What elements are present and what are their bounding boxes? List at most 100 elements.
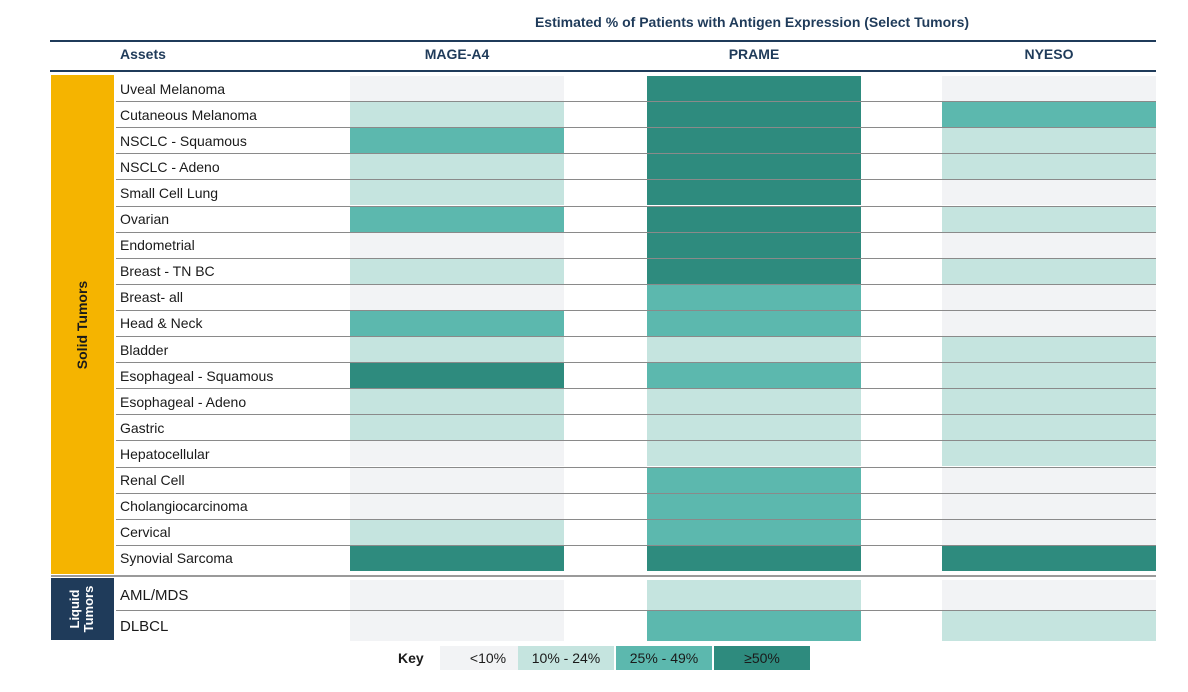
heatmap-cell [647, 310, 861, 336]
heatmap-cell [942, 258, 1156, 284]
heatmap-cell [647, 467, 861, 493]
row-label: Bladder [120, 341, 169, 358]
column-header-prame: PRAME [728, 46, 780, 62]
row-label: Esophageal - Squamous [120, 367, 274, 384]
heatmap-cell [350, 580, 564, 610]
key-item-25-49: 25% - 49% [616, 646, 712, 670]
solid-tumors-band [51, 75, 114, 574]
heatmap-cell [350, 441, 564, 467]
row-label: Cholangiocarcinoma [120, 498, 248, 515]
heatmap-cell [350, 102, 564, 128]
heatmap-cell [647, 154, 861, 180]
heatmap-cell [647, 180, 861, 206]
row-separator [116, 492, 1156, 494]
heatmap-cell [647, 337, 861, 363]
heatmap-cell [647, 258, 861, 284]
heatmap-cell [647, 76, 861, 102]
row-separator [116, 283, 1156, 285]
row-separator [116, 205, 1156, 207]
heatmap-cell [942, 545, 1156, 571]
heatmap-cell [350, 310, 564, 336]
heatmap-cell [647, 284, 861, 310]
heatmap-cell [647, 519, 861, 545]
row-separator [116, 127, 1156, 129]
heatmap-cell [350, 128, 564, 154]
row-label: Cutaneous Melanoma [120, 106, 257, 123]
heatmap-cell [647, 206, 861, 232]
heatmap-cell [942, 206, 1156, 232]
key-title: Key [398, 650, 424, 666]
heatmap-cell [942, 154, 1156, 180]
heatmap-cell [942, 493, 1156, 519]
heatmap-cell [647, 389, 861, 415]
heatmap-cell [350, 545, 564, 571]
row-separator [116, 257, 1156, 259]
row-label: Esophageal - Adeno [120, 393, 247, 410]
heatmap-cell [942, 611, 1156, 641]
heatmap-cell [350, 493, 564, 519]
row-separator [116, 466, 1156, 468]
heatmap-cell [942, 363, 1156, 389]
heatmap-cell [647, 441, 861, 467]
row-separator [116, 101, 1156, 103]
row-label: Uveal Melanoma [120, 80, 226, 97]
heatmap-cell [942, 519, 1156, 545]
row-label: Renal Cell [120, 472, 185, 489]
column-header-mage-a4: MAGE-A4 [424, 46, 490, 62]
heatmap-cell [350, 76, 564, 102]
row-separator [116, 336, 1156, 337]
key-item-10-24: 10% - 24% [518, 646, 614, 670]
row-separator [116, 362, 1156, 364]
heatmap-cell [647, 493, 861, 519]
heatmap-cell [350, 232, 564, 258]
heatmap-cell [942, 389, 1156, 415]
row-separator [116, 179, 1156, 181]
heatmap-cell [942, 467, 1156, 493]
row-separator [116, 231, 1156, 233]
heatmap-cell [942, 102, 1156, 128]
header-bottom-rule [50, 70, 1156, 72]
liquid-tumors-band [51, 578, 114, 640]
heatmap-cell [647, 545, 861, 571]
heatmap-cell [647, 363, 861, 389]
heatmap-cell [647, 232, 861, 258]
heatmap-cell [942, 415, 1156, 441]
header-top-rule [50, 40, 1156, 42]
heatmap-cell [942, 76, 1156, 102]
chart-title: Estimated % of Patients with Antigen Exp… [534, 14, 970, 30]
heatmap-cell [350, 206, 564, 232]
heatmap-cell [350, 180, 564, 206]
heatmap-cell [350, 258, 564, 284]
row-label: Cervical [120, 524, 171, 541]
row-separator [116, 440, 1156, 442]
row-separator [116, 309, 1156, 311]
heatmap-cell [647, 102, 861, 128]
row-separator [116, 544, 1156, 546]
column-header-nyeso: NYESO [1024, 46, 1074, 62]
row-separator [116, 610, 1156, 611]
heatmap-cell [350, 611, 564, 641]
row-label: Breast - TN BC [120, 263, 215, 280]
heatmap-cell [942, 441, 1156, 467]
heatmap-cell [942, 180, 1156, 206]
key-item-ge50: ≥50% [714, 646, 810, 670]
row-label: DLBCL [120, 618, 169, 635]
row-label: Head & Neck [120, 315, 203, 332]
heatmap-cell [942, 337, 1156, 363]
heatmap-cell [350, 467, 564, 493]
row-separator [116, 153, 1156, 155]
heatmap-cell [647, 580, 861, 610]
heatmap-cell [350, 154, 564, 180]
heatmap-cell [942, 232, 1156, 258]
row-label: Synovial Sarcoma [120, 550, 233, 567]
heatmap-cell [350, 284, 564, 310]
row-label: AML/MDS [120, 587, 189, 604]
row-label: Breast- all [120, 289, 184, 306]
heatmap-cell [350, 415, 564, 441]
heatmap-cell [647, 611, 861, 641]
heatmap-cell [647, 415, 861, 441]
row-label: Gastric [120, 419, 165, 436]
heatmap-cell [942, 580, 1156, 610]
row-label: Ovarian [120, 211, 170, 228]
